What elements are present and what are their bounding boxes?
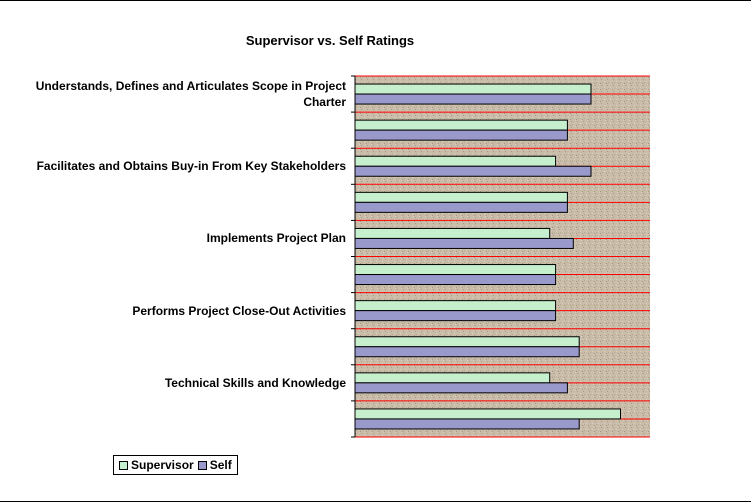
bar-supervisor-4: [354, 227, 551, 239]
bar-supervisor-2: [354, 155, 557, 167]
bar-self-8: [354, 382, 568, 394]
bar-supervisor-5: [354, 264, 557, 276]
legend-label-self: Self: [209, 458, 232, 472]
bar-self-2: [354, 165, 592, 177]
legend: Supervisor Self: [113, 455, 238, 475]
category-label-0: Understands, Defines and Articulates Sco…: [35, 79, 346, 110]
bar-supervisor-9: [354, 408, 621, 420]
bar-supervisor-1: [354, 119, 568, 131]
bar-self-6: [354, 310, 557, 322]
bar-self-0: [354, 93, 592, 105]
legend-item-self: Self: [197, 458, 232, 472]
bar-self-7: [354, 346, 580, 358]
bottom-rule: [0, 501, 751, 502]
chart-title: Supervisor vs. Self Ratings: [245, 33, 415, 48]
bar-supervisor-6: [354, 300, 557, 312]
top-rule: [0, 0, 751, 1]
bar-self-9: [354, 418, 580, 430]
bar-self-5: [354, 274, 557, 286]
category-label-8: Technical Skills and Knowledge: [164, 375, 346, 390]
category-label-6: Performs Project Close-Out Activities: [132, 303, 346, 318]
bar-supervisor-3: [354, 191, 568, 203]
bar-self-1: [354, 129, 568, 141]
category-label-4: Implements Project Plan: [206, 231, 346, 246]
category-label-2: Facilitates and Obtains Buy-in From Key …: [36, 159, 346, 174]
bar-supervisor-0: [354, 83, 592, 95]
bar-self-3: [354, 201, 568, 213]
legend-item-supervisor: Supervisor: [119, 458, 194, 472]
bar-supervisor-8: [354, 372, 551, 384]
bar-self-4: [354, 237, 574, 249]
legend-label-supervisor: Supervisor: [131, 458, 194, 472]
legend-swatch-self: [197, 460, 207, 470]
legend-swatch-supervisor: [119, 460, 128, 470]
bar-supervisor-7: [354, 336, 580, 348]
